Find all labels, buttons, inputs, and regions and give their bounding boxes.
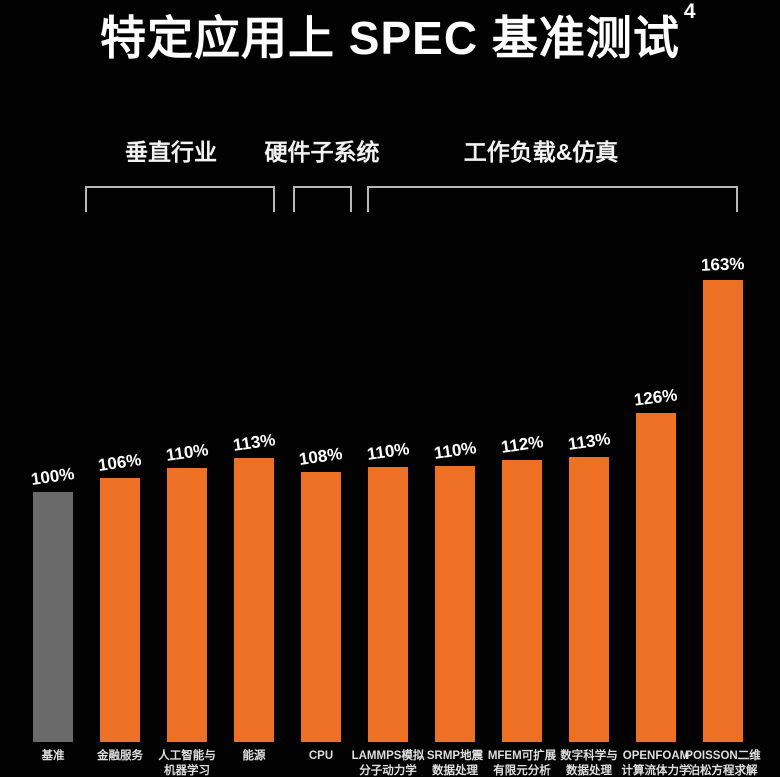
bar-category-label: LAMMPS模拟 分子动力学 [340,749,436,777]
bracket-vertical-industry [85,186,275,212]
bar-category-label: SRMP地震 数据处理 [407,749,503,777]
bracket-workload-simulation [367,186,738,212]
bar-category-label: OPENFOAM 计算流体力学 [608,749,704,777]
bar-value-label: 110% [432,438,478,463]
bar-category-label-line: CPU [308,750,334,762]
page-title-text: 特定应用上 SPEC 基准测试 [100,12,680,64]
bar-category-label: 数字科学与 数据处理 [541,749,637,777]
bar-column: 108% [288,444,355,742]
bar-value-label: 112% [499,432,545,457]
bar-value-label: 113% [231,430,277,455]
bar-category-label-line: 机器学习 [164,764,210,777]
bar [435,466,475,742]
group-label-hardware-subsystem: 硬件子系统 [264,139,380,165]
bar [703,280,743,742]
bar-column: 113% [221,430,288,742]
bar-column: 106% [87,450,154,742]
bar-value-label: 110% [164,440,210,465]
bar-category-label-line: OPENFOAM [622,750,690,762]
bar-category-label: 基准 [5,749,101,764]
bar-category-label-line: 基准 [41,750,65,762]
bar-column: 110% [154,440,221,742]
bar-column: 112% [489,432,556,742]
bar-category-label: MFEM可扩展 有限元分析 [474,749,570,777]
bar-category-label-line: MFEM可扩展 [487,750,557,762]
bar-category-label-line: 计算流体力学 [621,764,691,777]
bar-category-label-line: 数据处理 [432,764,478,777]
bar-value-label: 113% [566,429,612,454]
bar-column: 113% [556,429,623,742]
bar-category-label-line: LAMMPS模拟 [351,750,425,762]
bar-category-label-line: SRMP地震 [426,750,484,762]
bar [167,468,207,742]
bar-category-label: CPU [273,749,369,764]
bar [368,467,408,742]
bar-category-label-line: 能源 [242,750,266,762]
bar-column: 126% [623,385,690,742]
bar-category-label-line: 人工智能与 [158,750,216,762]
bar-value-label: 110% [365,439,411,464]
bar-category-label-line: 金融服务 [97,750,143,762]
bar-column: 163% [690,254,757,742]
bracket-hardware-subsystem [293,186,352,212]
bar-category-label: POISSON二维 泊松方程求解 [675,749,771,777]
bar-value-label: 100% [30,464,76,489]
bar-column: 110% [355,439,422,742]
bar-category-label: 人工智能与 机器学习 [139,749,235,777]
bar-value-label: 126% [633,385,679,410]
bar-category-label-line: POISSON二维 [685,750,761,762]
group-label-workload-simulation: 工作负载&仿真 [463,139,619,165]
bar-value-label: 108% [298,444,344,469]
page-title: 特定应用上 SPEC 基准测试4 [100,0,697,68]
bar-column: 100% [20,464,87,742]
bar [502,460,542,742]
bar [301,472,341,742]
bar-category-label: 金融服务 [72,749,168,764]
bar-value-label: 106% [97,450,143,475]
bar [33,492,73,742]
bar-category-label-line: 分子动力学 [359,764,417,777]
bar-category-label-line: 数据处理 [566,764,612,777]
footnote-superscript: 4 [683,0,697,23]
bar [234,458,274,742]
bar [569,457,609,742]
bar [636,413,676,742]
bar-value-label: 163% [700,254,746,275]
bar [100,478,140,742]
group-label-vertical-industry: 垂直行业 [125,139,217,165]
bar-category-label-line: 泊松方程求解 [688,764,758,777]
bar-category-label-line: 有限元分析 [493,764,551,777]
bar-category-label: 能源 [206,749,302,764]
bar-category-label-line: 数字科学与 [560,750,618,762]
bar-column: 110% [422,438,489,742]
